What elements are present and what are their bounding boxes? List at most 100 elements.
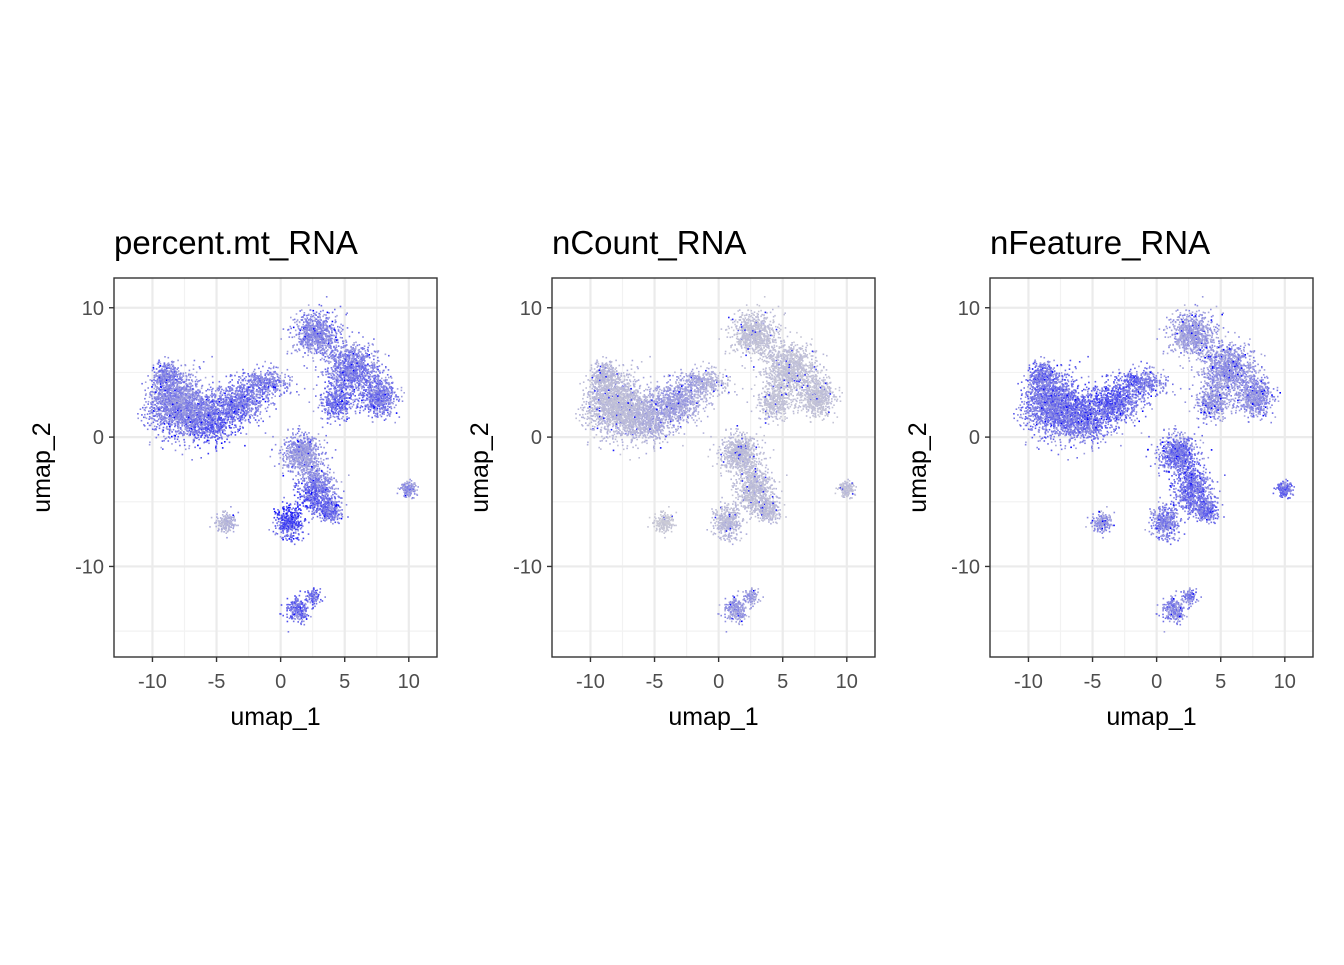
data-point [171, 395, 173, 397]
data-point [321, 328, 323, 330]
data-point [142, 407, 144, 409]
data-point [147, 413, 149, 415]
data-point [185, 393, 187, 395]
data-point [196, 433, 198, 435]
data-point [185, 381, 187, 383]
data-point [270, 368, 272, 370]
data-point [199, 399, 201, 401]
data-point [203, 403, 205, 405]
data-point [212, 433, 214, 435]
data-point [247, 373, 249, 375]
data-point [292, 337, 294, 339]
data-point [210, 395, 212, 397]
data-point [296, 321, 298, 323]
data-point [246, 398, 248, 400]
data-point [215, 446, 217, 448]
data-point [179, 395, 181, 397]
data-point [175, 392, 177, 394]
data-point [183, 439, 185, 441]
data-point [264, 361, 266, 363]
data-point [170, 368, 172, 370]
data-point [152, 384, 154, 386]
data-point [149, 396, 151, 398]
data-point [207, 428, 209, 430]
data-point [202, 417, 204, 419]
data-point [172, 381, 174, 383]
data-point [305, 338, 307, 340]
data-point [241, 409, 243, 411]
data-point [163, 418, 165, 420]
data-point [178, 433, 180, 435]
data-point [211, 437, 213, 439]
data-point [283, 328, 285, 330]
data-point [298, 328, 300, 330]
data-point [187, 404, 189, 406]
data-point [255, 399, 257, 401]
data-point [233, 420, 235, 422]
data-point [310, 351, 312, 353]
data-point [268, 385, 270, 387]
data-point [161, 423, 163, 425]
data-point [283, 382, 285, 384]
data-point [256, 400, 258, 402]
data-point [284, 384, 286, 386]
data-point [225, 403, 227, 405]
data-point [230, 409, 232, 411]
data-point [191, 403, 193, 405]
data-point [169, 377, 171, 379]
data-point [152, 398, 154, 400]
data-point [305, 342, 307, 344]
data-point [364, 348, 366, 350]
data-point [284, 377, 286, 379]
data-point [191, 373, 193, 375]
data-point [178, 425, 180, 427]
data-point [301, 326, 303, 328]
data-point [258, 420, 260, 422]
data-point [203, 361, 205, 363]
data-point [217, 400, 219, 402]
data-point [304, 388, 306, 390]
data-point [165, 413, 167, 415]
data-point [252, 402, 254, 404]
data-point [166, 395, 168, 397]
data-point [167, 386, 169, 388]
data-point [137, 418, 139, 420]
data-point [265, 376, 267, 378]
data-point [258, 387, 260, 389]
data-point [262, 383, 264, 385]
data-point [175, 415, 177, 417]
data-point [193, 395, 195, 397]
data-point [273, 366, 275, 368]
data-point [284, 374, 286, 376]
data-point [163, 366, 165, 368]
data-point [217, 424, 219, 426]
data-point [203, 421, 205, 423]
data-point [166, 422, 168, 424]
data-point [240, 432, 242, 434]
data-point [220, 415, 222, 417]
data-point [137, 413, 139, 415]
data-point [340, 306, 342, 308]
data-point [315, 336, 317, 338]
data-point [174, 402, 176, 404]
data-point [153, 407, 155, 409]
data-point [158, 361, 160, 363]
data-point [162, 431, 164, 433]
data-point [171, 391, 173, 393]
data-point [287, 369, 289, 371]
data-point [175, 450, 177, 452]
data-point [149, 379, 151, 381]
data-point [208, 426, 210, 428]
data-point [205, 400, 207, 402]
data-point [317, 331, 319, 333]
data-point [205, 415, 207, 417]
data-point [178, 405, 180, 407]
data-point [220, 391, 222, 393]
data-point [154, 371, 156, 373]
data-point [315, 313, 317, 315]
data-point [203, 442, 205, 444]
data-point [337, 342, 339, 344]
data-point [167, 406, 169, 408]
data-point [150, 402, 152, 404]
data-point [222, 402, 224, 404]
